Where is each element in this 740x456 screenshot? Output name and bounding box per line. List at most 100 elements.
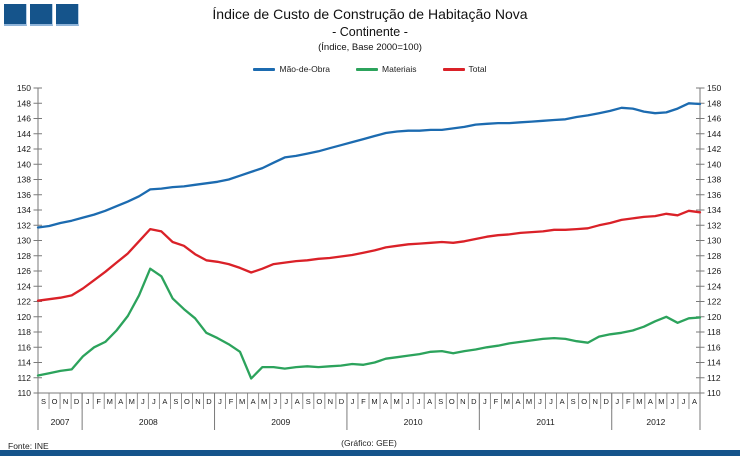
y-axis-tick-label-right: 148 (707, 98, 721, 108)
source-note: Fonte: INE (8, 441, 49, 451)
chart-subtitle: - Continente - (332, 25, 408, 39)
legend-item-materiais: Materiais (356, 64, 417, 74)
y-axis-tick-label-left: 128 (17, 251, 31, 261)
y-axis-tick-label-right: 144 (707, 129, 721, 139)
y-axis-tick-label-right: 132 (707, 220, 721, 230)
x-axis-month-label: J (351, 397, 355, 406)
x-axis-month-label: O (581, 397, 587, 406)
y-axis-tick-label-left: 150 (17, 83, 31, 93)
x-axis-month-label: J (86, 397, 90, 406)
x-axis-month-label: S (41, 397, 46, 406)
y-axis-tick-label-right: 128 (707, 251, 721, 261)
y-axis-tick-label-right: 146 (707, 114, 721, 124)
x-axis-month-label: F (96, 397, 101, 406)
x-axis-month-label: M (658, 397, 664, 406)
x-axis-year-label: 2007 (51, 417, 70, 427)
x-axis-month-label: O (449, 397, 455, 406)
y-axis-tick-label-left: 126 (17, 266, 31, 276)
logo-square-icon (4, 4, 27, 26)
x-axis-month-label: F (494, 397, 499, 406)
series-line-materiais (36, 267, 702, 380)
y-axis-tick-label-left: 122 (17, 297, 31, 307)
x-axis-month-label: J (406, 397, 410, 406)
x-axis-month-label: M (129, 397, 135, 406)
y-axis-tick-label-left: 144 (17, 129, 31, 139)
series-line-m-o-de-obra (36, 102, 702, 229)
legend-item-mao-de-obra: Mão-de-Obra (253, 64, 330, 74)
x-axis-month-label: M (261, 397, 267, 406)
x-axis-month-label: A (295, 397, 300, 406)
x-axis-month-label: A (560, 397, 565, 406)
legend-label: Total (468, 64, 487, 74)
x-axis-month-label: J (417, 397, 421, 406)
x-axis-month-label: M (636, 397, 642, 406)
y-axis-tick-label-left: 130 (17, 236, 31, 246)
y-axis-tick-label-right: 126 (707, 266, 721, 276)
y-axis-tick-label-right: 138 (707, 175, 721, 185)
chart-title: Índice de Custo de Construção de Habitaç… (212, 6, 528, 22)
x-axis-month-label: J (483, 397, 487, 406)
chart-base-note: (Índice, Base 2000=100) (318, 42, 422, 53)
y-axis-tick-label-left: 112 (17, 373, 31, 383)
x-axis-month-label: S (438, 397, 443, 406)
y-axis-tick-label-left: 142 (17, 144, 31, 154)
x-axis-month-label: N (328, 397, 333, 406)
x-axis-month-label: O (184, 397, 190, 406)
y-axis-tick-label-right: 140 (707, 159, 721, 169)
logo-squares (4, 4, 79, 26)
x-axis-month-label: J (218, 397, 222, 406)
x-axis-month-label: A (427, 397, 432, 406)
y-axis-tick-label-right: 120 (707, 312, 721, 322)
x-axis-month-label: J (549, 397, 553, 406)
legend-line-swatch-red (442, 67, 465, 71)
x-axis-month-label: A (648, 397, 653, 406)
y-axis-tick-label-right: 150 (707, 83, 721, 93)
y-axis-tick-label-left: 146 (17, 114, 31, 124)
x-axis-year-label: 2010 (404, 417, 423, 427)
x-axis-month-label: J (273, 397, 277, 406)
x-axis-month-label: N (195, 397, 200, 406)
x-axis-month-label: D (471, 397, 477, 406)
x-axis-month-label: A (383, 397, 388, 406)
x-axis-month-label: J (152, 397, 156, 406)
y-axis-tick-label-right: 122 (707, 297, 721, 307)
x-axis-month-label: M (504, 397, 510, 406)
y-axis-tick-label-left: 116 (17, 342, 31, 352)
x-axis-month-label: N (460, 397, 465, 406)
x-axis-month-label: F (626, 397, 631, 406)
x-axis-month-label: S (173, 397, 178, 406)
y-axis-tick-label-left: 114 (17, 358, 31, 368)
x-axis-month-label: F (361, 397, 366, 406)
x-axis-year-label: 2012 (646, 417, 665, 427)
y-axis-tick-label-right: 110 (707, 388, 721, 398)
credit-note: (Gráfico: GEE) (341, 438, 397, 448)
x-axis-month-label: A (515, 397, 520, 406)
x-axis-month-label: M (526, 397, 532, 406)
x-axis-month-label: J (671, 397, 675, 406)
x-axis-month-label: D (339, 397, 345, 406)
y-axis-tick-label-right: 136 (707, 190, 721, 200)
y-axis-tick-label-right: 112 (707, 373, 721, 383)
x-axis-month-label: D (206, 397, 212, 406)
y-axis-tick-label-right: 124 (707, 281, 721, 291)
x-axis-month-label: M (393, 397, 399, 406)
y-axis-tick-label-left: 134 (17, 205, 31, 215)
y-axis-tick-label-left: 118 (17, 327, 31, 337)
x-axis-month-label: J (284, 397, 288, 406)
x-axis-year-label: 2009 (271, 417, 290, 427)
x-axis-month-label: J (538, 397, 542, 406)
x-axis-month-label: N (63, 397, 68, 406)
x-axis-month-label: S (306, 397, 311, 406)
x-axis-month-label: A (692, 397, 697, 406)
x-axis-month-label: D (74, 397, 80, 406)
x-axis-month-label: M (107, 397, 113, 406)
x-axis-month-label: J (615, 397, 619, 406)
x-axis-month-label: A (162, 397, 167, 406)
y-axis-tick-label-left: 120 (17, 312, 31, 322)
y-axis-tick-label-right: 114 (707, 358, 721, 368)
x-axis-month-label: S (571, 397, 576, 406)
series-line-total (36, 209, 702, 302)
legend-line-swatch-blue (253, 67, 276, 71)
y-axis-tick-label-left: 132 (17, 220, 31, 230)
